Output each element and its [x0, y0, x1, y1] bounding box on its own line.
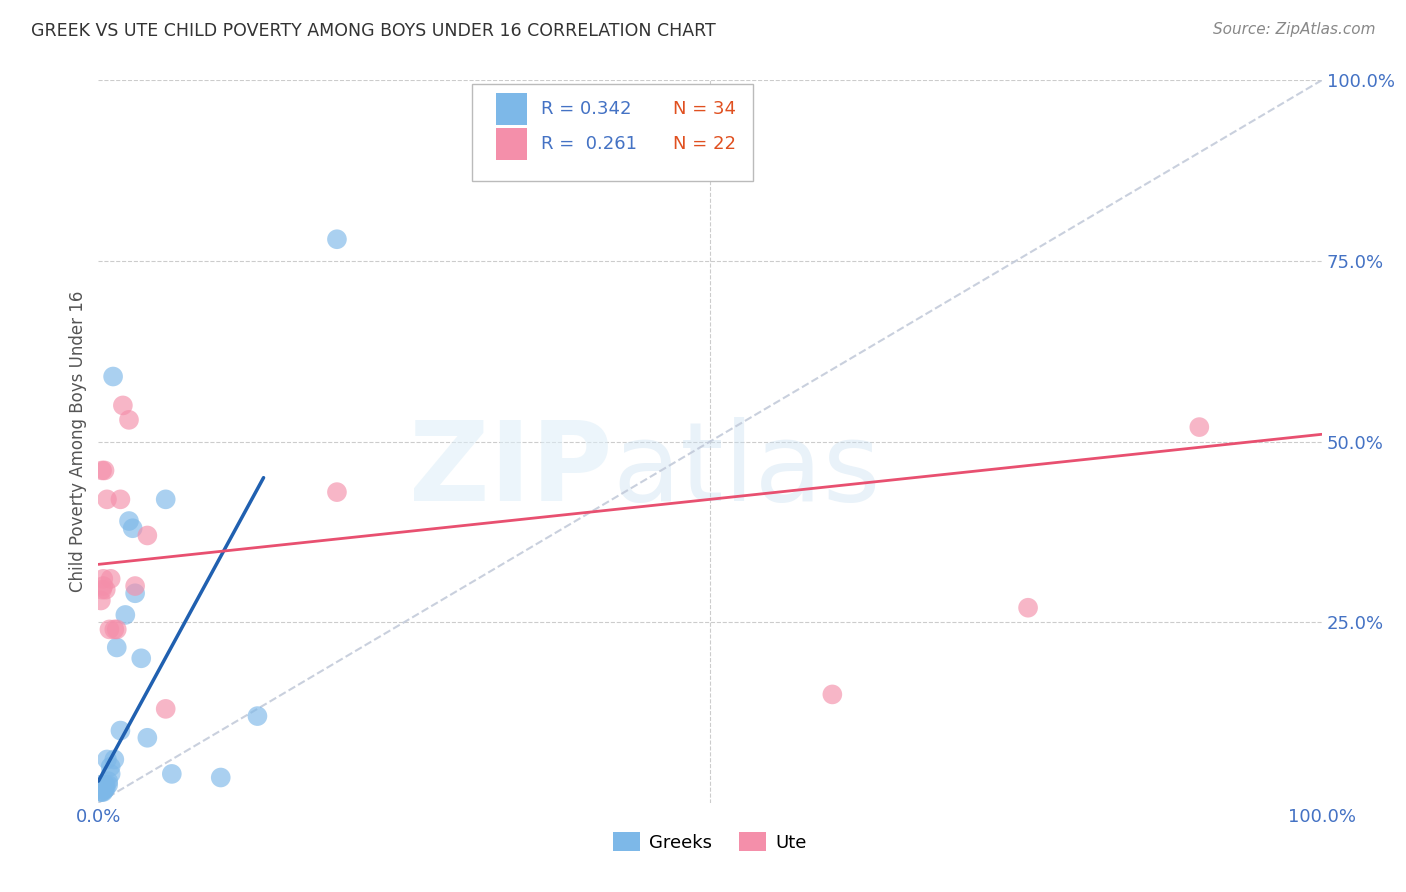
- Point: [103, 623, 125, 637]
- Point: [90, 785, 112, 799]
- Text: ZIP: ZIP: [409, 417, 612, 524]
- Point: [209, 771, 232, 785]
- Point: [93, 778, 115, 792]
- Point: [93, 782, 115, 797]
- Legend: Greeks, Ute: Greeks, Ute: [606, 825, 814, 859]
- Y-axis label: Child Poverty Among Boys Under 16: Child Poverty Among Boys Under 16: [69, 291, 87, 592]
- Text: atlas: atlas: [612, 417, 880, 524]
- Point: [105, 623, 128, 637]
- Point: [91, 781, 114, 796]
- Point: [821, 687, 844, 701]
- FancyBboxPatch shape: [471, 84, 752, 181]
- Point: [100, 767, 122, 781]
- Point: [96, 752, 118, 766]
- Point: [114, 607, 136, 622]
- Point: [93, 781, 115, 796]
- Point: [246, 709, 269, 723]
- Point: [89, 781, 111, 796]
- Point: [1017, 600, 1039, 615]
- Point: [101, 369, 124, 384]
- Point: [94, 582, 117, 597]
- Text: R = 0.342: R = 0.342: [541, 100, 631, 118]
- Point: [100, 572, 122, 586]
- Point: [111, 398, 134, 412]
- Point: [1188, 420, 1211, 434]
- Point: [90, 593, 112, 607]
- Text: Source: ZipAtlas.com: Source: ZipAtlas.com: [1212, 22, 1375, 37]
- FancyBboxPatch shape: [496, 128, 527, 161]
- Point: [91, 582, 114, 597]
- Point: [136, 528, 159, 542]
- Point: [124, 586, 146, 600]
- Point: [97, 778, 120, 792]
- Point: [90, 778, 112, 792]
- Point: [124, 579, 146, 593]
- Point: [97, 774, 120, 789]
- Point: [96, 492, 118, 507]
- Text: R =  0.261: R = 0.261: [541, 135, 637, 153]
- Point: [326, 232, 349, 246]
- Point: [326, 485, 349, 500]
- Point: [91, 579, 114, 593]
- Point: [98, 623, 121, 637]
- Point: [91, 780, 114, 794]
- Point: [91, 785, 114, 799]
- Point: [136, 731, 159, 745]
- Point: [91, 572, 114, 586]
- Point: [105, 640, 128, 655]
- Point: [91, 785, 114, 799]
- Point: [110, 492, 132, 507]
- Point: [121, 521, 143, 535]
- Point: [94, 781, 117, 796]
- Point: [155, 702, 177, 716]
- Point: [129, 651, 152, 665]
- FancyBboxPatch shape: [496, 93, 527, 126]
- Text: N = 22: N = 22: [673, 135, 737, 153]
- Point: [118, 413, 141, 427]
- Point: [155, 492, 177, 507]
- Point: [91, 463, 114, 477]
- Point: [103, 752, 125, 766]
- Point: [94, 778, 117, 792]
- Point: [91, 782, 114, 797]
- Point: [110, 723, 132, 738]
- Point: [160, 767, 183, 781]
- Text: N = 34: N = 34: [673, 100, 737, 118]
- Text: GREEK VS UTE CHILD POVERTY AMONG BOYS UNDER 16 CORRELATION CHART: GREEK VS UTE CHILD POVERTY AMONG BOYS UN…: [31, 22, 716, 40]
- Point: [100, 760, 122, 774]
- Point: [91, 781, 114, 796]
- Point: [118, 514, 141, 528]
- Point: [93, 463, 115, 477]
